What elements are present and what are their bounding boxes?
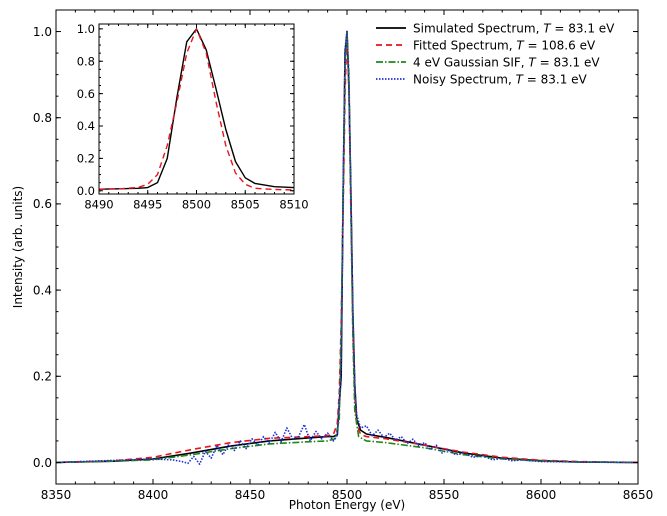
y-axis-label: Intensity (arb. units) bbox=[11, 186, 25, 308]
main-series-group bbox=[56, 30, 638, 465]
main-series-3-line bbox=[56, 30, 638, 465]
main-y-tick-label: 0.0 bbox=[33, 456, 52, 470]
main-plot: 8350 8400 8450 8500 8550 8600 8650 0.0 0.2 0.4 0.6… bbox=[11, 9, 654, 512]
inset-y-tick-label: 1.0 bbox=[77, 22, 95, 36]
inset-x-tick-label: 8490 bbox=[84, 198, 113, 212]
main-x-tick-label: 8400 bbox=[138, 488, 169, 502]
inset-y-tick-label: 0.8 bbox=[77, 54, 95, 68]
legend-entry-text: Simulated Spectrum, bbox=[413, 21, 543, 35]
legend-entry-value: = 83.1 eV bbox=[536, 55, 601, 69]
legend-entry-0: Simulated Spectrum, T = 83.1 eV bbox=[413, 21, 615, 35]
legend-entry-1: Fitted Spectrum, T = 108.6 eV bbox=[413, 38, 596, 52]
main-axis-ticks: 8350 8400 8450 8500 8550 8600 8650 0.0 0.2 0.4 0.6… bbox=[33, 9, 654, 502]
main-y-tick-label: 0.8 bbox=[33, 111, 52, 125]
inset-series-1-line bbox=[99, 28, 294, 191]
legend-entry-variable: T bbox=[516, 38, 525, 52]
x-axis-label: Photon Energy (eV) bbox=[289, 498, 405, 512]
inset-y-tick-label: 0.6 bbox=[77, 87, 95, 101]
main-y-tick-label: 0.6 bbox=[33, 197, 52, 211]
legend-entry-value: = 83.1 eV bbox=[551, 21, 616, 35]
legend: Simulated Spectrum, T = 83.1 eV Fitted Sp… bbox=[376, 21, 615, 86]
main-x-tick-label: 8650 bbox=[623, 488, 654, 502]
inset-axis-ticks: 8490 8495 8500 8505 8510 0.0 0.2 0.4 0.6 0.8 1.0 bbox=[77, 22, 309, 212]
main-x-tick-label: 8450 bbox=[235, 488, 266, 502]
main-y-tick-label: 1.0 bbox=[33, 25, 52, 39]
main-x-tick-label: 8550 bbox=[429, 488, 460, 502]
legend-entry-2: 4 eV Gaussian SIF, T = 83.1 eV bbox=[413, 55, 600, 69]
legend-entry-variable: T bbox=[516, 72, 525, 86]
inset-y-tick-label: 0.0 bbox=[77, 184, 95, 198]
main-y-tick-label: 0.4 bbox=[33, 283, 52, 297]
inset-y-tick-label: 0.2 bbox=[77, 152, 95, 166]
legend-entry-variable: T bbox=[528, 55, 537, 69]
legend-entry-text: Fitted Spectrum, bbox=[413, 38, 516, 52]
main-x-tick-label: 8350 bbox=[41, 488, 72, 502]
inset-x-tick-label: 8505 bbox=[231, 198, 260, 212]
legend-entry-value: = 83.1 eV bbox=[523, 72, 588, 86]
inset-plot: 8490 8495 8500 8505 8510 0.0 0.2 0.4 0.6 0.8 1.0 bbox=[65, 18, 310, 216]
main-y-tick-label: 0.2 bbox=[33, 370, 52, 384]
main-x-tick-label: 8500 bbox=[332, 488, 363, 502]
inset-x-tick-label: 8510 bbox=[279, 198, 308, 212]
legend-entry-value: = 108.6 eV bbox=[524, 38, 596, 52]
main-x-tick-label: 8600 bbox=[526, 488, 557, 502]
legend-entry-text: 4 eV Gaussian SIF, bbox=[413, 55, 528, 69]
inset-y-tick-label: 0.4 bbox=[77, 119, 95, 133]
inset-x-tick-label: 8495 bbox=[133, 198, 162, 212]
inset-x-tick-label: 8500 bbox=[182, 198, 211, 212]
legend-entry-variable: T bbox=[543, 21, 552, 35]
inset-series-group bbox=[99, 28, 294, 191]
legend-entry-3: Noisy Spectrum, T = 83.1 eV bbox=[413, 72, 588, 86]
legend-entry-text: Noisy Spectrum, bbox=[413, 72, 516, 86]
